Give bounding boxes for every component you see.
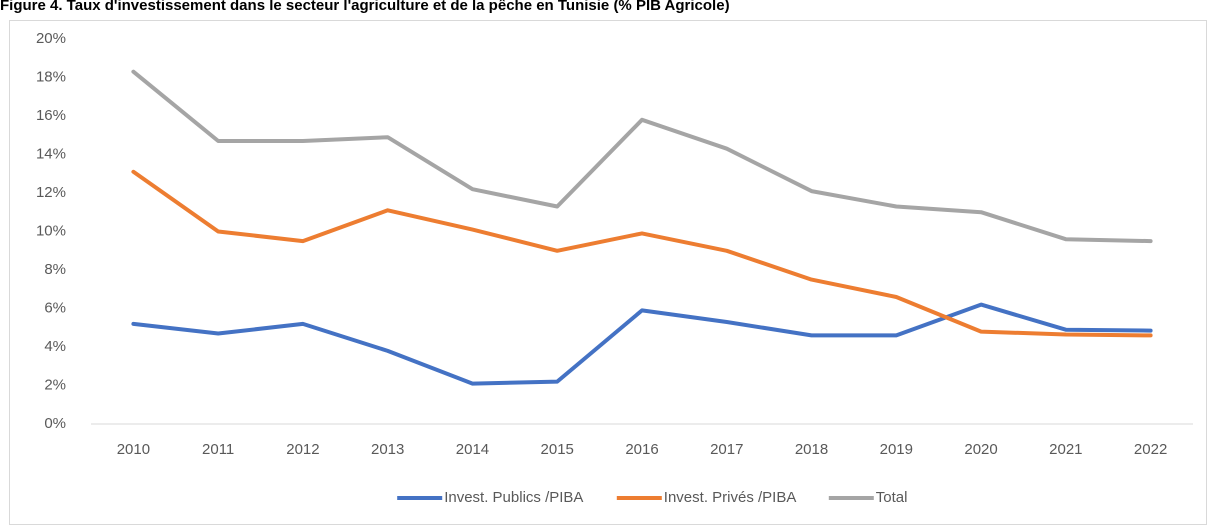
chart-title: Figure 4. Taux d'investissement dans le …	[0, 0, 730, 14]
y-tick-label: 2%	[44, 376, 66, 393]
x-tick-label: 2018	[795, 441, 828, 458]
chart-border	[9, 20, 1207, 525]
x-tick-label: 2019	[880, 441, 913, 458]
y-tick-label: 12%	[36, 184, 66, 201]
x-tick-label: 2014	[456, 441, 489, 458]
y-tick-label: 4%	[44, 338, 66, 355]
y-tick-label: 14%	[36, 145, 66, 162]
x-tick-label: 2012	[286, 441, 319, 458]
legend-label: Invest. Privés /PIBA	[664, 489, 797, 506]
series-line	[131, 169, 1153, 338]
y-tick-label: 20%	[36, 30, 66, 47]
x-tick-label: 2021	[1049, 441, 1082, 458]
y-tick-label: 16%	[36, 107, 66, 124]
y-tick-label: 8%	[44, 261, 66, 278]
legend-label: Total	[876, 489, 908, 506]
x-tick-label: 2015	[541, 441, 574, 458]
y-tick-label: 18%	[36, 68, 66, 85]
x-tick-label: 2016	[625, 441, 658, 458]
series-line	[131, 302, 1153, 386]
x-tick-label: 2013	[371, 441, 404, 458]
series-line	[131, 69, 1153, 244]
y-tick-label: 10%	[36, 222, 66, 239]
x-tick-label: 2010	[117, 441, 150, 458]
x-tick-label: 2017	[710, 441, 743, 458]
x-tick-label: 2022	[1134, 441, 1167, 458]
x-tick-label: 2020	[964, 441, 997, 458]
y-tick-label: 0%	[44, 415, 66, 432]
x-tick-label: 2011	[202, 441, 234, 458]
y-tick-label: 6%	[44, 299, 66, 316]
legend-label: Invest. Publics /PIBA	[444, 489, 583, 506]
